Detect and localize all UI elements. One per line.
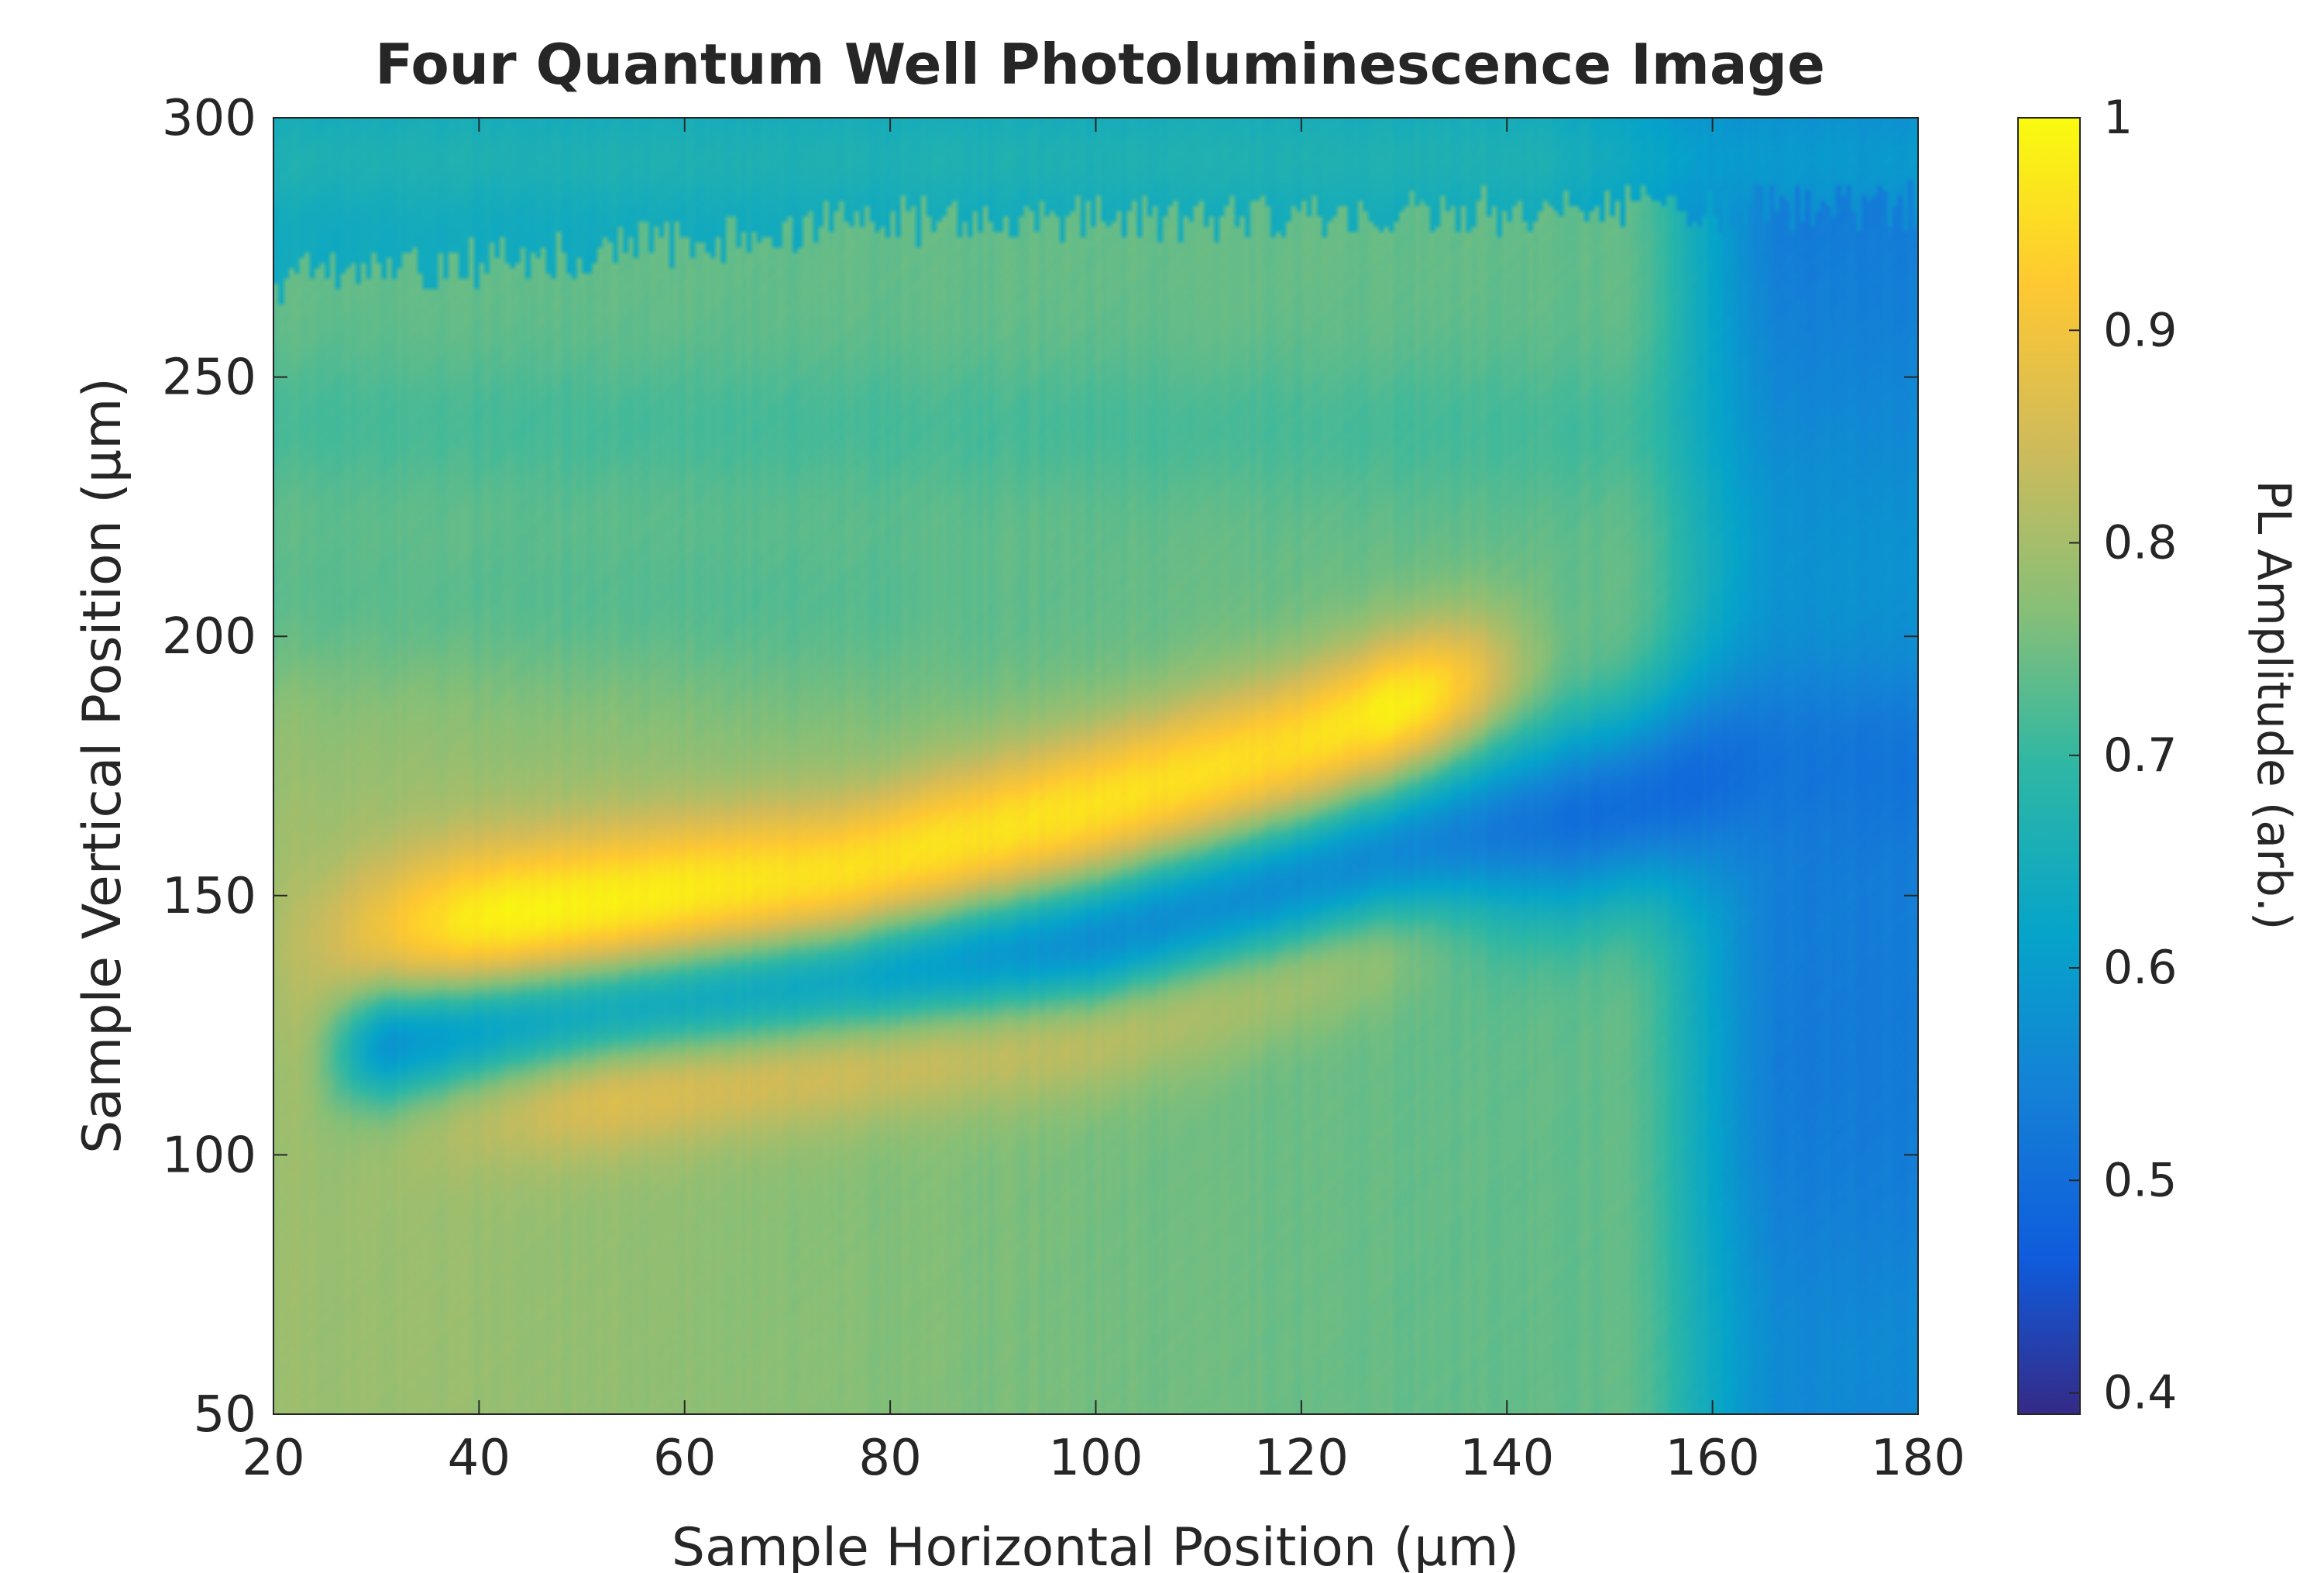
chart-title: Four Quantum Well Photoluminescence Imag…	[375, 32, 1825, 97]
colorbar-ticks: 0.4 0.5 0.6 0.7 0.8 0.9 1	[2069, 91, 2177, 1420]
y-tick-label: 250	[162, 349, 256, 407]
x-tick-label: 100	[1048, 1430, 1143, 1487]
x-tick-label: 80	[858, 1430, 921, 1487]
x-axis-label: Sample Horizontal Position (µm)	[672, 1517, 1519, 1573]
colorbar-tick-label: 0.7	[2103, 728, 2177, 783]
colorbar-tick-label: 1	[2103, 91, 2133, 145]
colorbar-tick-label: 0.8	[2103, 516, 2177, 570]
y-axis: 50 100 150 200 250 300	[162, 90, 1918, 1444]
colorbar-tick-label: 0.5	[2103, 1153, 2177, 1207]
y-tick-label: 200	[162, 608, 256, 666]
colorbar-label: PL Amplitude (arb.)	[2247, 480, 2301, 931]
y-tick-label: 150	[162, 868, 256, 925]
x-tick-label: 40	[448, 1430, 511, 1487]
colorbar: 0.4 0.5 0.6 0.7 0.8 0.9 1 PL Amplitude (arb.)	[2017, 91, 2301, 1420]
x-tick-label: 120	[1254, 1430, 1349, 1487]
x-tick-label: 140	[1459, 1430, 1554, 1487]
colorbar-tick-label: 0.9	[2103, 303, 2177, 357]
plot-area	[273, 117, 1919, 1415]
colorbar-tick-label: 0.4	[2103, 1366, 2177, 1420]
colorbar-gradient	[2017, 117, 2081, 1415]
x-tick-label: 60	[653, 1430, 716, 1487]
x-tick-label: 160	[1666, 1430, 1760, 1487]
y-tick-label: 50	[194, 1386, 256, 1444]
y-axis-label: Sample Vertical Position (µm)	[72, 377, 133, 1154]
heatmap-image	[273, 118, 1918, 1414]
colorbar-tick-label: 0.6	[2103, 941, 2177, 995]
y-tick-label: 300	[162, 90, 256, 147]
y-tick-label: 100	[162, 1127, 256, 1184]
x-axis: 20 40 60 80 100 120 140 160 180	[242, 118, 1965, 1487]
x-tick-label: 20	[242, 1430, 304, 1487]
x-tick-label: 180	[1871, 1430, 1965, 1487]
